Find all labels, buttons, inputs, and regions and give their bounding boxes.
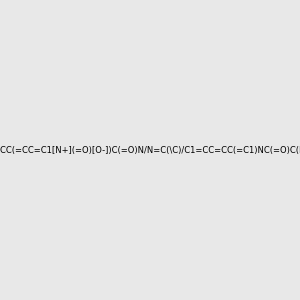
Text: CC1=CC(=CC=C1[N+](=O)[O-])C(=O)N/N=C(\C)/C1=CC=CC(=C1)NC(=O)C(F)(F)F: CC1=CC(=CC=C1[N+](=O)[O-])C(=O)N/N=C(\C)…	[0, 146, 300, 154]
